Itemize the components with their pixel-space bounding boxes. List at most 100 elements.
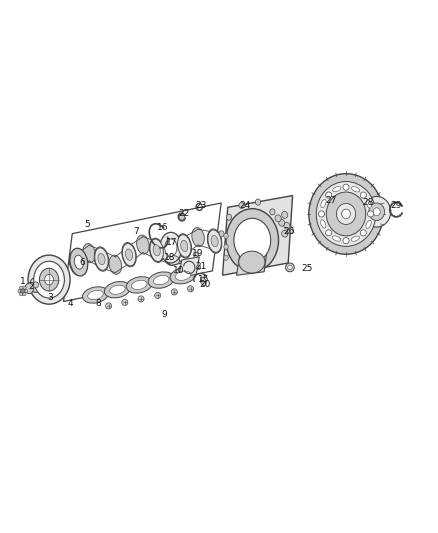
Ellipse shape bbox=[211, 236, 218, 247]
Text: 23: 23 bbox=[196, 201, 207, 209]
Circle shape bbox=[23, 292, 26, 296]
Ellipse shape bbox=[224, 255, 228, 260]
Ellipse shape bbox=[192, 228, 205, 247]
Text: 9: 9 bbox=[161, 310, 167, 319]
Ellipse shape bbox=[70, 248, 88, 276]
Ellipse shape bbox=[153, 276, 169, 285]
Ellipse shape bbox=[122, 243, 136, 267]
Ellipse shape bbox=[224, 233, 228, 238]
Ellipse shape bbox=[109, 255, 122, 274]
Circle shape bbox=[360, 192, 367, 198]
Circle shape bbox=[343, 184, 349, 190]
Ellipse shape bbox=[177, 234, 191, 258]
Ellipse shape bbox=[332, 236, 341, 241]
Ellipse shape bbox=[94, 247, 109, 271]
Ellipse shape bbox=[351, 236, 359, 241]
Ellipse shape bbox=[179, 214, 184, 220]
Text: 25: 25 bbox=[301, 264, 312, 273]
Polygon shape bbox=[179, 257, 199, 278]
Ellipse shape bbox=[255, 199, 261, 205]
Circle shape bbox=[193, 252, 198, 257]
Circle shape bbox=[171, 289, 177, 295]
Ellipse shape bbox=[28, 255, 70, 304]
Text: 8: 8 bbox=[95, 299, 102, 308]
Ellipse shape bbox=[181, 240, 188, 252]
Ellipse shape bbox=[366, 200, 371, 208]
Ellipse shape bbox=[150, 239, 163, 262]
Ellipse shape bbox=[369, 203, 385, 221]
Ellipse shape bbox=[321, 199, 326, 208]
Ellipse shape bbox=[126, 277, 152, 293]
Ellipse shape bbox=[309, 174, 383, 254]
Ellipse shape bbox=[104, 281, 131, 298]
Ellipse shape bbox=[326, 192, 366, 236]
Ellipse shape bbox=[110, 285, 125, 294]
Ellipse shape bbox=[25, 283, 34, 294]
Polygon shape bbox=[64, 203, 221, 302]
Ellipse shape bbox=[82, 287, 109, 303]
Circle shape bbox=[20, 286, 23, 290]
Ellipse shape bbox=[177, 235, 191, 257]
Text: 29: 29 bbox=[391, 201, 402, 209]
Ellipse shape bbox=[208, 229, 222, 253]
Text: 2: 2 bbox=[29, 282, 34, 290]
Ellipse shape bbox=[170, 268, 196, 284]
Ellipse shape bbox=[288, 265, 292, 270]
Ellipse shape bbox=[282, 230, 288, 237]
Text: 5: 5 bbox=[84, 220, 90, 229]
Text: 22: 22 bbox=[178, 209, 190, 219]
Text: 17: 17 bbox=[166, 238, 178, 247]
Ellipse shape bbox=[39, 268, 59, 291]
Text: 21: 21 bbox=[196, 262, 207, 271]
Text: 24: 24 bbox=[240, 201, 251, 209]
Text: 6: 6 bbox=[79, 257, 85, 266]
Ellipse shape bbox=[316, 182, 376, 246]
Ellipse shape bbox=[95, 248, 108, 270]
Text: 20: 20 bbox=[199, 279, 211, 288]
Ellipse shape bbox=[149, 238, 164, 262]
Ellipse shape bbox=[336, 204, 356, 224]
Ellipse shape bbox=[70, 251, 84, 275]
Ellipse shape bbox=[74, 255, 83, 269]
Circle shape bbox=[155, 292, 161, 298]
Text: 4: 4 bbox=[67, 299, 73, 308]
Circle shape bbox=[19, 292, 23, 296]
Text: 3: 3 bbox=[47, 293, 53, 302]
Ellipse shape bbox=[226, 209, 279, 272]
Text: 7: 7 bbox=[133, 227, 139, 236]
Ellipse shape bbox=[160, 232, 182, 263]
Ellipse shape bbox=[165, 239, 177, 256]
Polygon shape bbox=[237, 249, 267, 275]
Ellipse shape bbox=[200, 277, 206, 286]
Ellipse shape bbox=[98, 253, 105, 265]
Circle shape bbox=[343, 238, 349, 244]
Ellipse shape bbox=[284, 222, 290, 229]
Text: 1: 1 bbox=[20, 277, 26, 286]
Ellipse shape bbox=[333, 187, 341, 192]
Circle shape bbox=[187, 286, 194, 292]
Ellipse shape bbox=[282, 212, 288, 219]
Ellipse shape bbox=[34, 261, 64, 298]
Circle shape bbox=[325, 230, 332, 236]
Ellipse shape bbox=[73, 257, 80, 269]
Ellipse shape bbox=[275, 215, 281, 222]
Ellipse shape bbox=[137, 235, 149, 254]
Ellipse shape bbox=[164, 246, 177, 265]
Ellipse shape bbox=[88, 290, 103, 300]
Text: 15: 15 bbox=[198, 275, 209, 284]
Text: 16: 16 bbox=[157, 223, 169, 231]
Ellipse shape bbox=[366, 220, 371, 229]
Circle shape bbox=[318, 211, 325, 217]
Circle shape bbox=[367, 211, 374, 217]
Text: 28: 28 bbox=[362, 198, 374, 207]
Ellipse shape bbox=[363, 197, 391, 227]
Circle shape bbox=[18, 289, 21, 293]
Ellipse shape bbox=[122, 244, 136, 266]
Ellipse shape bbox=[219, 231, 224, 237]
Text: 27: 27 bbox=[325, 196, 336, 205]
Ellipse shape bbox=[30, 278, 42, 292]
Ellipse shape bbox=[286, 263, 294, 272]
Text: 26: 26 bbox=[283, 227, 295, 236]
Ellipse shape bbox=[70, 252, 83, 274]
Ellipse shape bbox=[351, 187, 360, 192]
